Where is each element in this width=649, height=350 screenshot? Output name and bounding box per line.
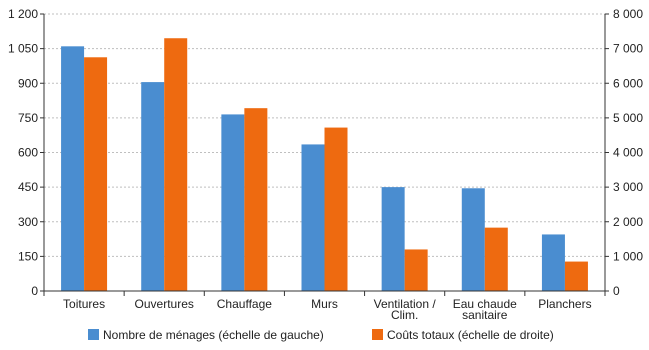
cost-bar <box>484 227 508 291</box>
left-tick-label: 1 050 <box>8 42 38 56</box>
right-tick-label: 4 000 <box>613 146 643 160</box>
cost-bar <box>404 249 428 291</box>
legend-label-costs: Coûts totaux (échelle de droite) <box>387 328 554 342</box>
households-bar <box>461 188 485 291</box>
left-tick-label: 900 <box>18 76 38 90</box>
households-bar <box>381 187 405 291</box>
right-tick-label: 1 000 <box>613 249 643 263</box>
right-tick-label: 8 000 <box>613 7 643 21</box>
cost-bar <box>244 108 268 292</box>
right-axis-tick-labels: 0 1 000 2 000 3 000 4 000 5 000 6 000 7 000 8 00… <box>613 7 643 298</box>
left-tick-label: 300 <box>18 215 38 229</box>
category-label: Eau chaude sanitaire <box>453 297 517 322</box>
left-tick-label: 0 <box>31 284 38 298</box>
legend: Nombre de ménages (échelle de gauche) Coû… <box>88 328 554 342</box>
right-tick-label: 6 000 <box>613 76 643 90</box>
legend-swatch-costs <box>372 329 383 340</box>
legend-swatch-households <box>88 329 99 340</box>
left-tick-label: 1 200 <box>8 7 38 21</box>
right-tick-label: 3 000 <box>613 180 643 194</box>
category-label: Murs <box>311 297 338 311</box>
right-tick-label: 2 000 <box>613 215 643 229</box>
category-label: Ventilation / Clim. <box>374 297 437 322</box>
category-label: Toitures <box>63 297 105 311</box>
right-tick-label: 5 000 <box>613 111 643 125</box>
cost-bar <box>564 261 588 291</box>
cost-bar <box>164 38 188 291</box>
category-labels: Toitures Ouvertures Chauffage Murs Ventilati… <box>63 297 592 322</box>
left-tick-label: 600 <box>18 146 38 160</box>
bars <box>61 38 588 292</box>
axes <box>40 13 609 296</box>
right-tick-label: 7 000 <box>613 42 643 56</box>
households-bar <box>541 234 565 291</box>
left-tick-label: 750 <box>18 111 38 125</box>
legend-label-households: Nombre de ménages (échelle de gauche) <box>103 328 324 342</box>
cost-bar <box>324 127 348 291</box>
left-axis-tick-labels: 0 150 300 450 600 750 900 1 050 1 200 <box>8 7 38 298</box>
category-label: Ouvertures <box>135 297 194 311</box>
left-tick-label: 150 <box>18 249 38 263</box>
cost-bar <box>84 57 108 291</box>
category-label: Planchers <box>538 297 591 311</box>
households-bar <box>301 144 325 291</box>
households-bar <box>141 82 165 292</box>
right-tick-label: 0 <box>613 284 620 298</box>
category-label: Chauffage <box>217 297 272 311</box>
households-bar <box>61 46 85 291</box>
left-tick-label: 450 <box>18 180 38 194</box>
households-bar <box>221 114 245 291</box>
